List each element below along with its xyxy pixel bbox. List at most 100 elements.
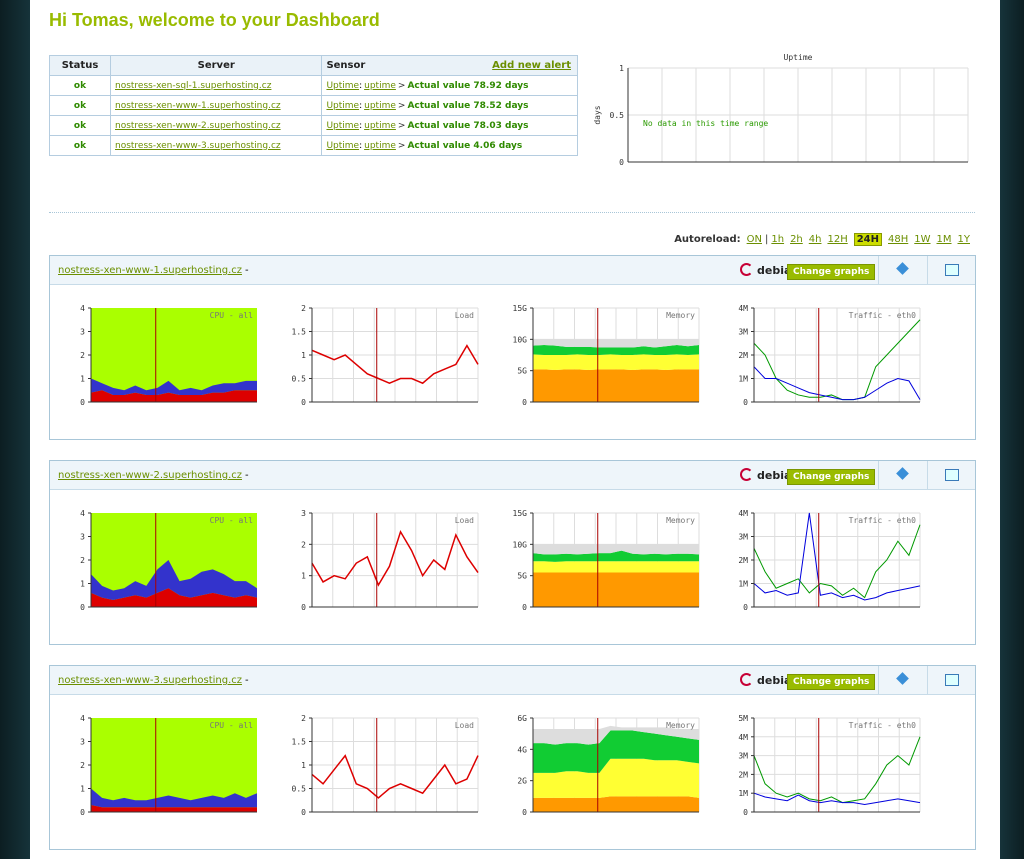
area — [533, 796, 699, 812]
server-panel: nostress-xen-www-2.superhosting.cz - debia… — [49, 460, 976, 645]
chart-title: Traffic - eth0 — [849, 721, 917, 730]
reload-option[interactable]: 1Y — [957, 234, 970, 245]
server-link[interactable]: nostress-xen-sql-1.superhosting.cz — [115, 80, 272, 91]
change-graphs-button[interactable]: Change graphs — [787, 674, 876, 690]
separator: > — [397, 140, 406, 151]
reload-option[interactable]: 1W — [914, 234, 931, 245]
actual-value: Actual value 78.03 days — [407, 120, 529, 131]
sensor-cell: Uptime: uptime > Actual value 4.06 days — [321, 135, 578, 156]
reload-option[interactable]: 1h — [771, 234, 785, 245]
line — [753, 366, 921, 401]
server-cell: nostress-xen-www-3.superhosting.cz — [109, 135, 323, 156]
reload-option[interactable]: 48H — [888, 234, 909, 245]
y-tick-label: 0 — [301, 398, 306, 407]
sensor-link[interactable]: Uptime — [326, 120, 360, 131]
line — [753, 736, 921, 804]
suffix: - — [245, 265, 249, 276]
y-axis-label: days — [593, 105, 602, 124]
chart-title: Load — [455, 311, 474, 320]
window-icon[interactable] — [927, 256, 976, 284]
server-cell: nostress-xen-sql-1.superhosting.cz — [109, 75, 323, 96]
area — [533, 725, 699, 745]
status: ok — [49, 95, 111, 116]
sensor-sub-link[interactable]: uptime — [364, 100, 396, 111]
sensor-link[interactable]: Uptime — [326, 140, 360, 151]
sensor-cell: Uptime: uptime > Actual value 78.03 days — [321, 115, 578, 136]
change-graphs-button[interactable]: Change graphs — [787, 469, 876, 485]
actual-value: Actual value 4.06 days — [407, 140, 523, 151]
separator: : — [359, 120, 363, 131]
y-tick-label: 4 — [80, 714, 85, 723]
window-icon[interactable] — [927, 461, 976, 489]
actual-value: Actual value 78.52 days — [407, 100, 529, 111]
y-tick-label: 1M — [738, 789, 748, 798]
chart-title: Load — [455, 516, 474, 525]
y-tick-label: 15G — [513, 304, 528, 313]
reload-option[interactable]: 24H — [853, 233, 883, 246]
y-tick-label: 1 — [80, 785, 85, 794]
server-link[interactable]: nostress-xen-www-3.superhosting.cz — [58, 675, 243, 686]
sensor-link[interactable]: Uptime — [326, 100, 360, 111]
y-tick-label: 2 — [80, 761, 85, 770]
server-title: nostress-xen-www-3.superhosting.cz - — [58, 675, 249, 686]
y-tick-label: 4 — [80, 509, 85, 518]
y-tick-label: 0.5 — [292, 375, 307, 384]
panel-header: nostress-xen-www-1.superhosting.cz - debia… — [50, 256, 975, 285]
area — [91, 390, 257, 402]
area — [533, 550, 699, 562]
alert-rows: ok nostress-xen-sql-1.superhosting.cz Upti… — [49, 75, 578, 156]
reload-option[interactable]: 12H — [827, 234, 848, 245]
separator: : — [359, 140, 363, 151]
move-icon[interactable] — [878, 666, 927, 694]
line — [753, 792, 921, 805]
sensor-link[interactable]: Uptime — [326, 80, 360, 91]
reload-option[interactable]: ON — [746, 234, 762, 245]
separator: > — [397, 100, 406, 111]
server-link[interactable]: nostress-xen-www-2.superhosting.cz — [58, 470, 243, 481]
server-link[interactable]: nostress-xen-www-3.superhosting.cz — [115, 140, 281, 151]
y-tick-label: 4M — [738, 509, 748, 518]
reload-option[interactable]: 1M — [936, 234, 952, 245]
server-link[interactable]: nostress-xen-www-1.superhosting.cz — [58, 265, 243, 276]
y-tick-label: 3 — [80, 533, 85, 542]
y-tick-label: 4 — [80, 304, 85, 313]
y-tick-label: 0 — [522, 603, 527, 612]
chart-title: Load — [455, 721, 474, 730]
window-icon[interactable] — [927, 666, 976, 694]
actual-value: Actual value 78.92 days — [407, 80, 529, 91]
separator: : — [359, 80, 363, 91]
move-icon[interactable] — [878, 256, 927, 284]
autoreload: Autoreload: ON | 1h 2h 4h 12H 24H 48H 1W 1M 1Y — [674, 233, 973, 246]
mini-chart: 0 5G 10G 15G Memory — [513, 509, 700, 612]
column-header: Server — [109, 55, 323, 76]
move-icon[interactable] — [878, 461, 927, 489]
chart-title: Traffic - eth0 — [849, 311, 917, 320]
chart-title: Memory — [666, 721, 695, 730]
sensor-sub-link[interactable]: uptime — [364, 120, 396, 131]
server-link[interactable]: nostress-xen-www-2.superhosting.cz — [115, 120, 281, 131]
chart-title: Memory — [666, 516, 695, 525]
y-tick-label: 0 — [743, 808, 748, 817]
reload-option[interactable]: 2h — [790, 234, 803, 245]
y-tick-label: 2 — [301, 714, 306, 723]
area — [533, 561, 699, 573]
y-tick-label: 1 — [80, 375, 85, 384]
add-alert-link[interactable]: Add new alert — [492, 60, 571, 71]
sensor-cell: Uptime: uptime > Actual value 78.52 days — [321, 95, 578, 116]
y-tick-label: 0 — [743, 398, 748, 407]
reload-option[interactable]: 4h — [808, 234, 822, 245]
panel-header: nostress-xen-www-3.superhosting.cz - debia… — [50, 666, 975, 695]
line — [753, 512, 921, 601]
alerts-table: Status Server Sensor Add new alert ok nost… — [49, 55, 578, 156]
change-graphs-button[interactable]: Change graphs — [787, 264, 876, 280]
sensor-sub-link[interactable]: uptime — [364, 80, 396, 91]
y-tick-label: 0 — [522, 808, 527, 817]
y-tick-label: 2 — [80, 351, 85, 360]
server-panel: nostress-xen-www-3.superhosting.cz - debia… — [49, 665, 976, 850]
sensor-sub-link[interactable]: uptime — [364, 140, 396, 151]
server-link[interactable]: nostress-xen-www-1.superhosting.cz — [115, 100, 281, 111]
y-tick-label: 0 — [743, 603, 748, 612]
y-tick-label: 2G — [517, 777, 527, 786]
y-tick-label: 4G — [517, 745, 527, 754]
